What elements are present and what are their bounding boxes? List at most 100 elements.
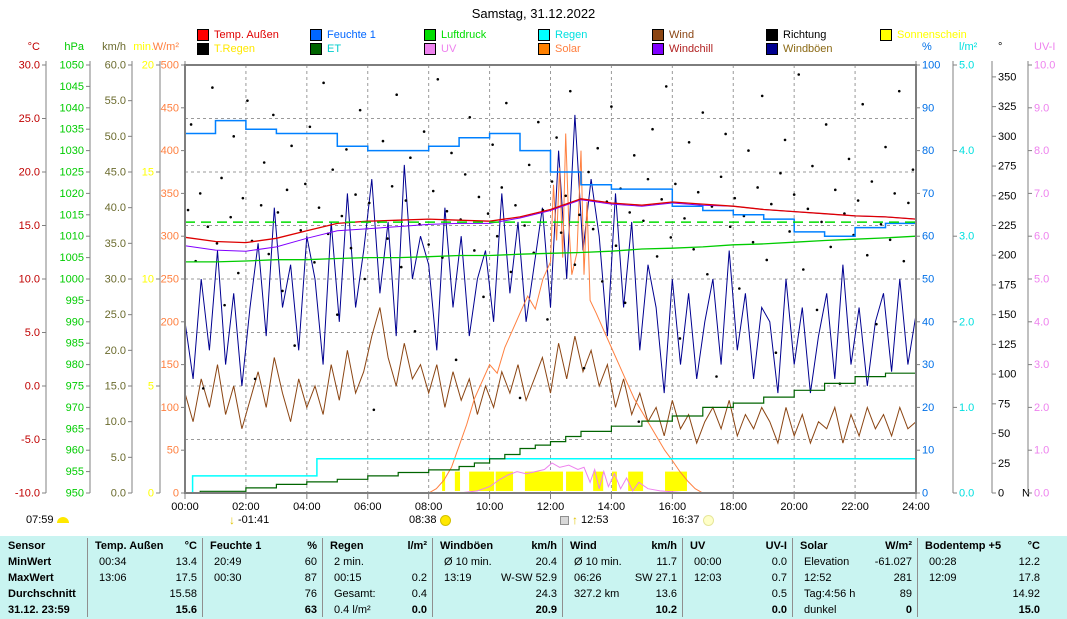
solar-legend-swatch-icon [538, 43, 550, 55]
wind-legend-swatch-icon [652, 29, 664, 41]
svg-text:1040: 1040 [60, 102, 84, 114]
luftdruck-legend-swatch-icon [424, 29, 436, 41]
table-header-name: Feuchte 1 [210, 540, 262, 552]
table-cell-label: 13:19 [444, 572, 472, 584]
svg-text:0: 0 [922, 488, 928, 500]
table-header-name: UV [690, 540, 706, 552]
table-cell-value: 0.4 [411, 588, 427, 600]
table-header-name: Solar [800, 540, 828, 552]
svg-text:5.0: 5.0 [25, 327, 40, 339]
astro-marker-time: 12:53 [581, 514, 609, 526]
svg-text:5: 5 [148, 381, 154, 393]
table-row-label: 31.12. 23:59 [8, 604, 70, 616]
svg-text:30.0: 30.0 [19, 60, 40, 72]
series-sonnenschein [442, 471, 687, 491]
y-axis-hpa: hPa 1050 1045 1040 1035 1030 1025 1020 1015 1010 1… [60, 41, 91, 500]
svg-text:350: 350 [161, 188, 179, 200]
table-cell-value: 13.6 [655, 588, 677, 600]
table-header-sensor: Sensor [8, 540, 46, 552]
y-axis-temp: °C 30.0 25.0 20.0 15.0 10.0 5.0 0.0 -5.0 -10.0 [15, 41, 47, 500]
weather-chart-canvas: °C 30.0 25.0 20.0 15.0 10.0 5.0 0.0 -5.0 -10.0 hPa… [15, 41, 1056, 513]
table-header-unit: km/h [651, 540, 677, 552]
table-cell-value: 10.2 [655, 604, 677, 616]
svg-text:250: 250 [161, 274, 179, 286]
legend-item-t-regen: T.Regen [197, 43, 255, 55]
svg-text:20:00: 20:00 [780, 501, 808, 513]
dawn-time-label: 07:59 [26, 514, 54, 526]
y-axis-uvi: UV-I 10.0 9.0 8.0 7.0 6.0 5.0 4.0 3.0 2.0 1.0 0.0 [1027, 41, 1055, 500]
table-header-unit: km/h [531, 540, 557, 552]
legend-item-et: ET [310, 43, 341, 55]
svg-text:970: 970 [66, 402, 84, 414]
legend-label: T.Regen [214, 43, 255, 55]
svg-text:1050: 1050 [60, 60, 84, 72]
svg-text:980: 980 [66, 359, 84, 371]
table-cell-label: 0.4 l/m² [334, 604, 371, 616]
legend-item-regen: Regen [538, 29, 587, 41]
table-separator [792, 538, 793, 617]
svg-text:325: 325 [998, 101, 1016, 113]
svg-text:0: 0 [173, 488, 179, 500]
svg-text:200: 200 [161, 316, 179, 328]
svg-text:80: 80 [922, 145, 934, 157]
table-cell-value: SW 27.1 [634, 572, 677, 584]
table-header-name: Temp. Außen [95, 540, 164, 552]
series-wind [184, 307, 917, 445]
svg-text:300: 300 [998, 131, 1016, 143]
svg-text:250: 250 [998, 190, 1016, 202]
svg-text:40: 40 [922, 316, 934, 328]
svg-text:1020: 1020 [60, 188, 84, 200]
table-cell-label: 327.2 km [574, 588, 620, 600]
table-header-unit: W/m² [885, 540, 912, 552]
svg-text:14:00: 14:00 [598, 501, 626, 513]
table-row-label: MaxWert [8, 572, 54, 584]
svg-text:1035: 1035 [60, 124, 84, 136]
svg-text:1000: 1000 [60, 274, 84, 286]
table-cell-label: 00:15 [334, 572, 362, 584]
table-separator [87, 538, 88, 617]
svg-text:50: 50 [167, 445, 179, 457]
svg-text:30: 30 [922, 359, 934, 371]
svg-text:960: 960 [66, 445, 84, 457]
svg-text:-10.0: -10.0 [15, 488, 40, 500]
svg-text:500: 500 [161, 60, 179, 72]
table-cell-label: 12:52 [804, 572, 832, 584]
legend-item-feuchte-1: Feuchte 1 [310, 29, 376, 41]
svg-text:150: 150 [998, 309, 1016, 321]
t-regen-legend-swatch-icon [197, 43, 209, 55]
svg-text:990: 990 [66, 316, 84, 328]
svg-text:18:00: 18:00 [719, 501, 747, 513]
svg-text:0: 0 [998, 488, 1004, 500]
svg-text:100: 100 [998, 369, 1016, 381]
table-row-label: MinWert [8, 556, 52, 568]
svg-text:25: 25 [998, 458, 1010, 470]
table-cell-value: W-SW 52.9 [500, 572, 557, 584]
svg-text:400: 400 [161, 145, 179, 157]
table-cell-label: 20:49 [214, 556, 242, 568]
table-cell-value: 20.4 [535, 556, 557, 568]
svg-text:60: 60 [922, 231, 934, 243]
svg-text:5.0: 5.0 [1034, 274, 1049, 286]
svg-text:10: 10 [142, 274, 154, 286]
table-cell-label: 00:00 [694, 556, 722, 568]
table-cell-value: 0.0 [771, 556, 787, 568]
svg-text:0: 0 [148, 488, 154, 500]
windboeen-legend-swatch-icon [766, 43, 778, 55]
legend-label: Regen [555, 29, 588, 41]
svg-text:-5.0: -5.0 [21, 434, 40, 446]
table-cell-value: 281 [893, 572, 912, 584]
table-cell-value: 13.4 [175, 556, 197, 568]
table-header-unit: UV-I [765, 540, 787, 552]
svg-text:22:00: 22:00 [841, 501, 869, 513]
svg-text:10.0: 10.0 [1034, 60, 1055, 72]
table-cell-value: 15.58 [169, 588, 197, 600]
table-cell-value: 12.2 [1018, 556, 1040, 568]
uv-legend-swatch-icon [424, 43, 436, 55]
y-axis-min: min. 20 15 10 5 0 [133, 41, 161, 500]
svg-text:4.0: 4.0 [1034, 316, 1049, 328]
table-cell-value: 0.5 [771, 588, 787, 600]
table-cell-value: 60 [304, 556, 317, 568]
regen-legend-swatch-icon [538, 29, 550, 41]
svg-text:4.0: 4.0 [959, 145, 974, 157]
axis-unit-label: l/m² [959, 41, 978, 53]
